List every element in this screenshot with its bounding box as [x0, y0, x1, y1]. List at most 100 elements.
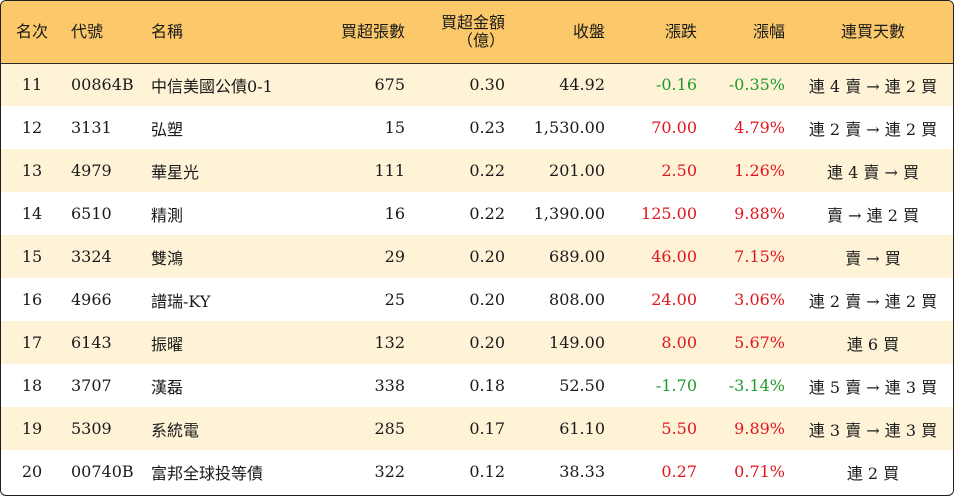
header-code: 代號 — [63, 1, 143, 64]
cell-change: -1.70 — [655, 376, 697, 395]
cell-close: 1,530.00 — [533, 118, 605, 137]
header-change: 漲跌 — [613, 1, 705, 64]
table-row: 18 3707 漢磊 338 0.18 52.50 -1.70 -3.14% 連 5 賣 → 連… — [1, 364, 953, 407]
cell-name: 中信美國公債0-1 — [151, 76, 273, 96]
cell-change-pct: -3.14% — [728, 376, 785, 395]
cell-streak: 連 5 賣 → 連 3 買 — [808, 377, 938, 397]
cell-rank: 17 — [21, 333, 43, 352]
table-row: 12 3131 弘塑 15 0.23 1,530.00 70.00 4.79% 連 2 賣 → … — [1, 106, 953, 149]
cell-name: 雙鴻 — [151, 248, 184, 268]
cell-streak: 連 2 買 — [846, 463, 900, 483]
table-row: 20 00740B 富邦全球投等債 322 0.12 38.33 0.27 0.71% 連 2 … — [1, 450, 953, 493]
table-body: 11 00864B 中信美國公債0-1 675 0.30 44.92 -0.16 -0.35%… — [1, 63, 953, 493]
cell-code: 4966 — [71, 290, 112, 309]
cell-code: 6510 — [71, 204, 112, 223]
cell-code: 00864B — [71, 75, 134, 95]
cell-change-pct: 7.15% — [734, 247, 785, 266]
cell-name: 振曜 — [151, 334, 184, 354]
cell-code: 4979 — [71, 161, 112, 180]
cell-change: 125.00 — [641, 204, 697, 223]
cell-net-lots: 25 — [384, 290, 405, 309]
cell-streak: 連 2 賣 → 連 2 買 — [808, 291, 938, 311]
cell-close: 808.00 — [549, 290, 605, 309]
cell-name: 漢磊 — [151, 377, 184, 397]
cell-net-amount: 0.18 — [469, 376, 505, 395]
cell-change: 24.00 — [651, 290, 697, 309]
cell-rank: 11 — [21, 75, 43, 95]
cell-code: 5309 — [71, 419, 112, 438]
table-row: 17 6143 振曜 132 0.20 149.00 8.00 5.67% 連 6 買 — [1, 321, 953, 364]
header-streak: 連買天數 — [793, 1, 953, 64]
cell-name: 富邦全球投等債 — [151, 463, 264, 483]
cell-streak: 連 6 買 — [846, 334, 900, 354]
cell-net-amount: 0.20 — [469, 333, 505, 352]
cell-name: 華星光 — [151, 162, 200, 182]
cell-net-lots: 15 — [384, 118, 405, 137]
cell-net-lots: 29 — [384, 247, 405, 266]
cell-change-pct: 4.79% — [734, 118, 785, 137]
cell-name: 系統電 — [151, 420, 200, 440]
cell-rank: 18 — [21, 376, 43, 395]
cell-rank: 12 — [21, 118, 43, 137]
header-name: 名稱 — [143, 1, 313, 64]
header-net-amount: 買超金額 （億） — [413, 1, 513, 64]
cell-change: 5.50 — [661, 419, 697, 438]
cell-rank: 14 — [21, 204, 43, 223]
cell-net-lots: 675 — [374, 75, 405, 95]
cell-streak: 連 3 賣 → 連 3 買 — [808, 420, 938, 440]
cell-close: 201.00 — [549, 161, 605, 180]
cell-change: 8.00 — [661, 333, 697, 352]
table-row: 14 6510 精測 16 0.22 1,390.00 125.00 9.88% 賣 → 連 2… — [1, 192, 953, 235]
cell-rank: 13 — [21, 161, 43, 180]
cell-streak: 連 2 賣 → 連 2 買 — [808, 119, 938, 139]
cell-net-lots: 16 — [384, 204, 405, 223]
cell-rank: 16 — [21, 290, 43, 309]
cell-change-pct: 3.06% — [734, 290, 785, 309]
header-net-lots: 買超張數 — [313, 1, 413, 64]
cell-streak: 賣 → 連 2 買 — [827, 205, 919, 225]
cell-change: 46.00 — [651, 247, 697, 266]
cell-close: 149.00 — [549, 333, 605, 352]
table-header: 名次 代號 名稱 買超張數 買超金額 （億） 收盤 漲跌 漲幅 連買天數 — [1, 1, 953, 64]
table-row: 15 3324 雙鴻 29 0.20 689.00 46.00 7.15% 賣 → 買 — [1, 235, 953, 278]
cell-net-amount: 0.30 — [469, 75, 505, 95]
cell-close: 1,390.00 — [533, 204, 605, 223]
cell-change-pct: -0.35% — [728, 75, 785, 95]
cell-net-amount: 0.12 — [469, 462, 505, 481]
cell-name: 弘塑 — [151, 119, 184, 139]
cell-close: 689.00 — [549, 247, 605, 266]
cell-code: 6143 — [71, 333, 112, 352]
cell-close: 38.33 — [559, 462, 605, 481]
cell-net-lots: 285 — [374, 419, 405, 438]
cell-code: 3131 — [71, 118, 112, 137]
cell-change-pct: 5.67% — [734, 333, 785, 352]
cell-change: 2.50 — [661, 161, 697, 180]
cell-change-pct: 0.71% — [734, 462, 785, 481]
cell-code: 00740B — [71, 462, 134, 481]
table-row: 19 5309 系統電 285 0.17 61.10 5.50 9.89% 連 3 賣 → 連 … — [1, 407, 953, 450]
cell-name: 精測 — [151, 205, 184, 225]
table-row: 16 4966 譜瑞-KY 25 0.20 808.00 24.00 3.06% 連 2 賣 →… — [1, 278, 953, 321]
cell-net-lots: 111 — [374, 161, 405, 180]
cell-close: 52.50 — [559, 376, 605, 395]
cell-net-lots: 132 — [374, 333, 405, 352]
cell-streak: 賣 → 買 — [845, 248, 901, 268]
cell-net-amount: 0.22 — [469, 204, 505, 223]
header-close: 收盤 — [513, 1, 613, 64]
cell-close: 44.92 — [559, 75, 605, 95]
cell-rank: 20 — [21, 462, 43, 481]
cell-rank: 15 — [21, 247, 43, 266]
cell-rank: 19 — [21, 419, 43, 438]
cell-net-amount: 0.22 — [469, 161, 505, 180]
cell-change-pct: 1.26% — [734, 161, 785, 180]
cell-net-amount: 0.17 — [469, 419, 505, 438]
table-row: 13 4979 華星光 111 0.22 201.00 2.50 1.26% 連 4 賣 → 買 — [1, 149, 953, 192]
cell-streak: 連 4 賣 → 連 2 買 — [808, 76, 938, 96]
cell-net-lots: 322 — [374, 462, 405, 481]
cell-close: 61.10 — [559, 419, 605, 438]
header-rank: 名次 — [1, 1, 63, 64]
header-row: 名次 代號 名稱 買超張數 買超金額 （億） 收盤 漲跌 漲幅 連買天數 — [1, 1, 953, 64]
cell-net-amount: 0.20 — [469, 290, 505, 309]
